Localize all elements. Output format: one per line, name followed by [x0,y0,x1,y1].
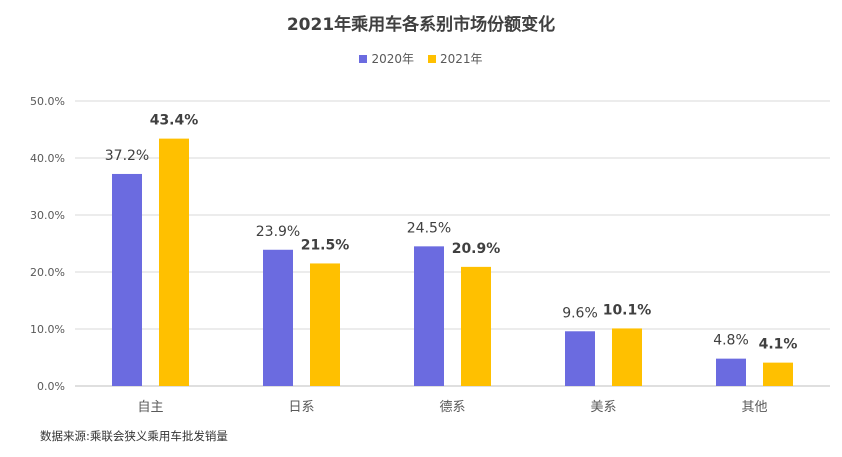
x-tick-label: 日系 [288,400,314,415]
bar [461,266,491,386]
y-tick-label: 10.0% [30,323,65,336]
bar [159,138,189,386]
legend: 2020年 2021年 [0,50,842,67]
source-note: 数据来源:乘联会狭义乘用车批发销量 [40,429,228,443]
chart-title: 2021年乘用车各系别市场份额变化 [286,15,556,35]
x-tick-label: 其他 [741,400,767,415]
bar [716,358,746,386]
bar [763,362,793,386]
bar [310,263,340,386]
legend-item-2020: 2020年 [359,50,414,67]
x-tick-label: 自主 [137,400,163,415]
legend-swatch-2020 [359,54,368,63]
x-tick-label: 美系 [590,400,616,415]
y-tick-label: 40.0% [30,152,65,165]
y-tick-label: 50.0% [30,95,65,108]
bar [263,249,293,386]
data-label: 43.4% [150,113,199,129]
bar [414,246,444,386]
legend-swatch-2021 [428,54,436,63]
data-label: 20.9% [452,241,501,257]
data-label: 4.8% [713,333,749,349]
data-label: 10.1% [603,302,652,318]
data-label: 37.2% [105,148,149,164]
data-label: 4.1% [759,337,798,353]
y-tick-label: 20.0% [30,266,65,279]
bar [612,328,642,386]
data-label: 24.5% [407,220,451,236]
data-label: 9.6% [562,305,598,321]
y-tick-label: 30.0% [30,209,65,222]
legend-item-2021: 2021年 [428,50,483,67]
legend-label-2021: 2021年 [440,52,483,66]
data-label: 21.5% [301,237,350,253]
y-tick-label: 0.0% [37,380,65,393]
legend-label-2020: 2020年 [371,52,414,66]
x-tick-label: 德系 [439,400,465,415]
data-label: 23.9% [256,224,300,240]
bar [565,331,595,386]
bar [112,173,142,386]
